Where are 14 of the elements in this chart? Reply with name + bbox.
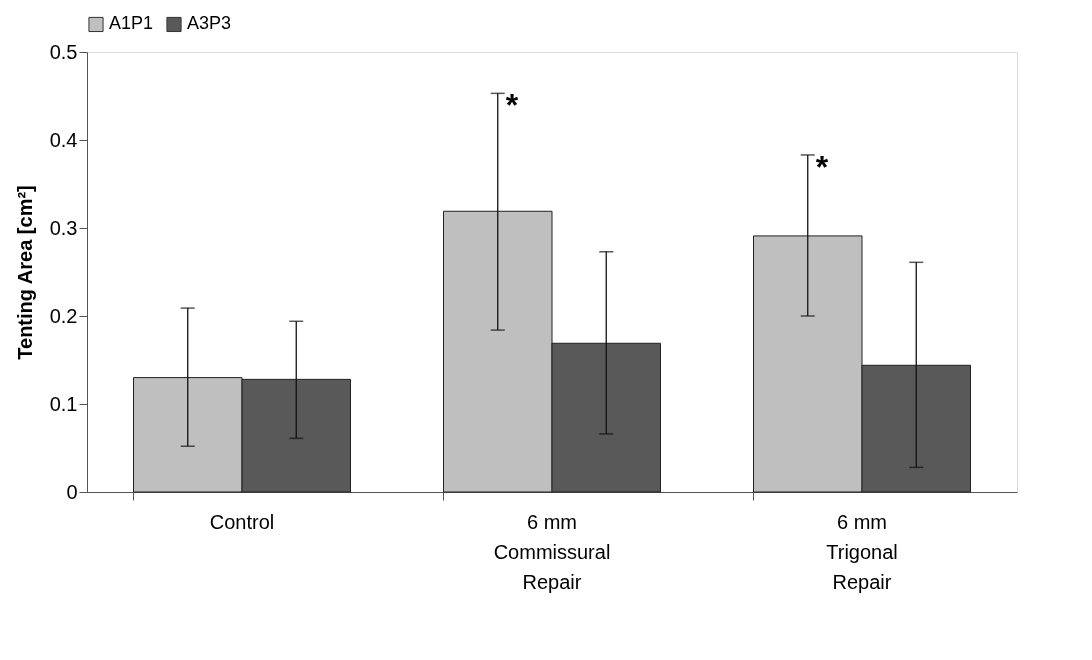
y-tick-label: 0.5 bbox=[49, 40, 78, 63]
y-tick-label: 0.1 bbox=[49, 392, 78, 415]
y-tick-label: 0.3 bbox=[49, 216, 78, 239]
legend-label: A3P3 bbox=[187, 13, 232, 34]
annotation: * bbox=[815, 148, 829, 185]
x-tick-label: 6 mm Commissural Repair bbox=[493, 510, 611, 593]
y-tick-label: 0.2 bbox=[49, 304, 78, 327]
x-tick-label: 6 mm Trigonal Repair bbox=[826, 510, 898, 593]
annotation: * bbox=[505, 87, 519, 124]
y-axis-title: Tenting Area [cm²] bbox=[13, 185, 36, 360]
y-tick-label: 0 bbox=[66, 480, 78, 503]
legend-label: A1P1 bbox=[109, 13, 154, 34]
y-tick-label: 0.4 bbox=[49, 128, 78, 151]
x-tick-label: Control bbox=[209, 510, 275, 533]
